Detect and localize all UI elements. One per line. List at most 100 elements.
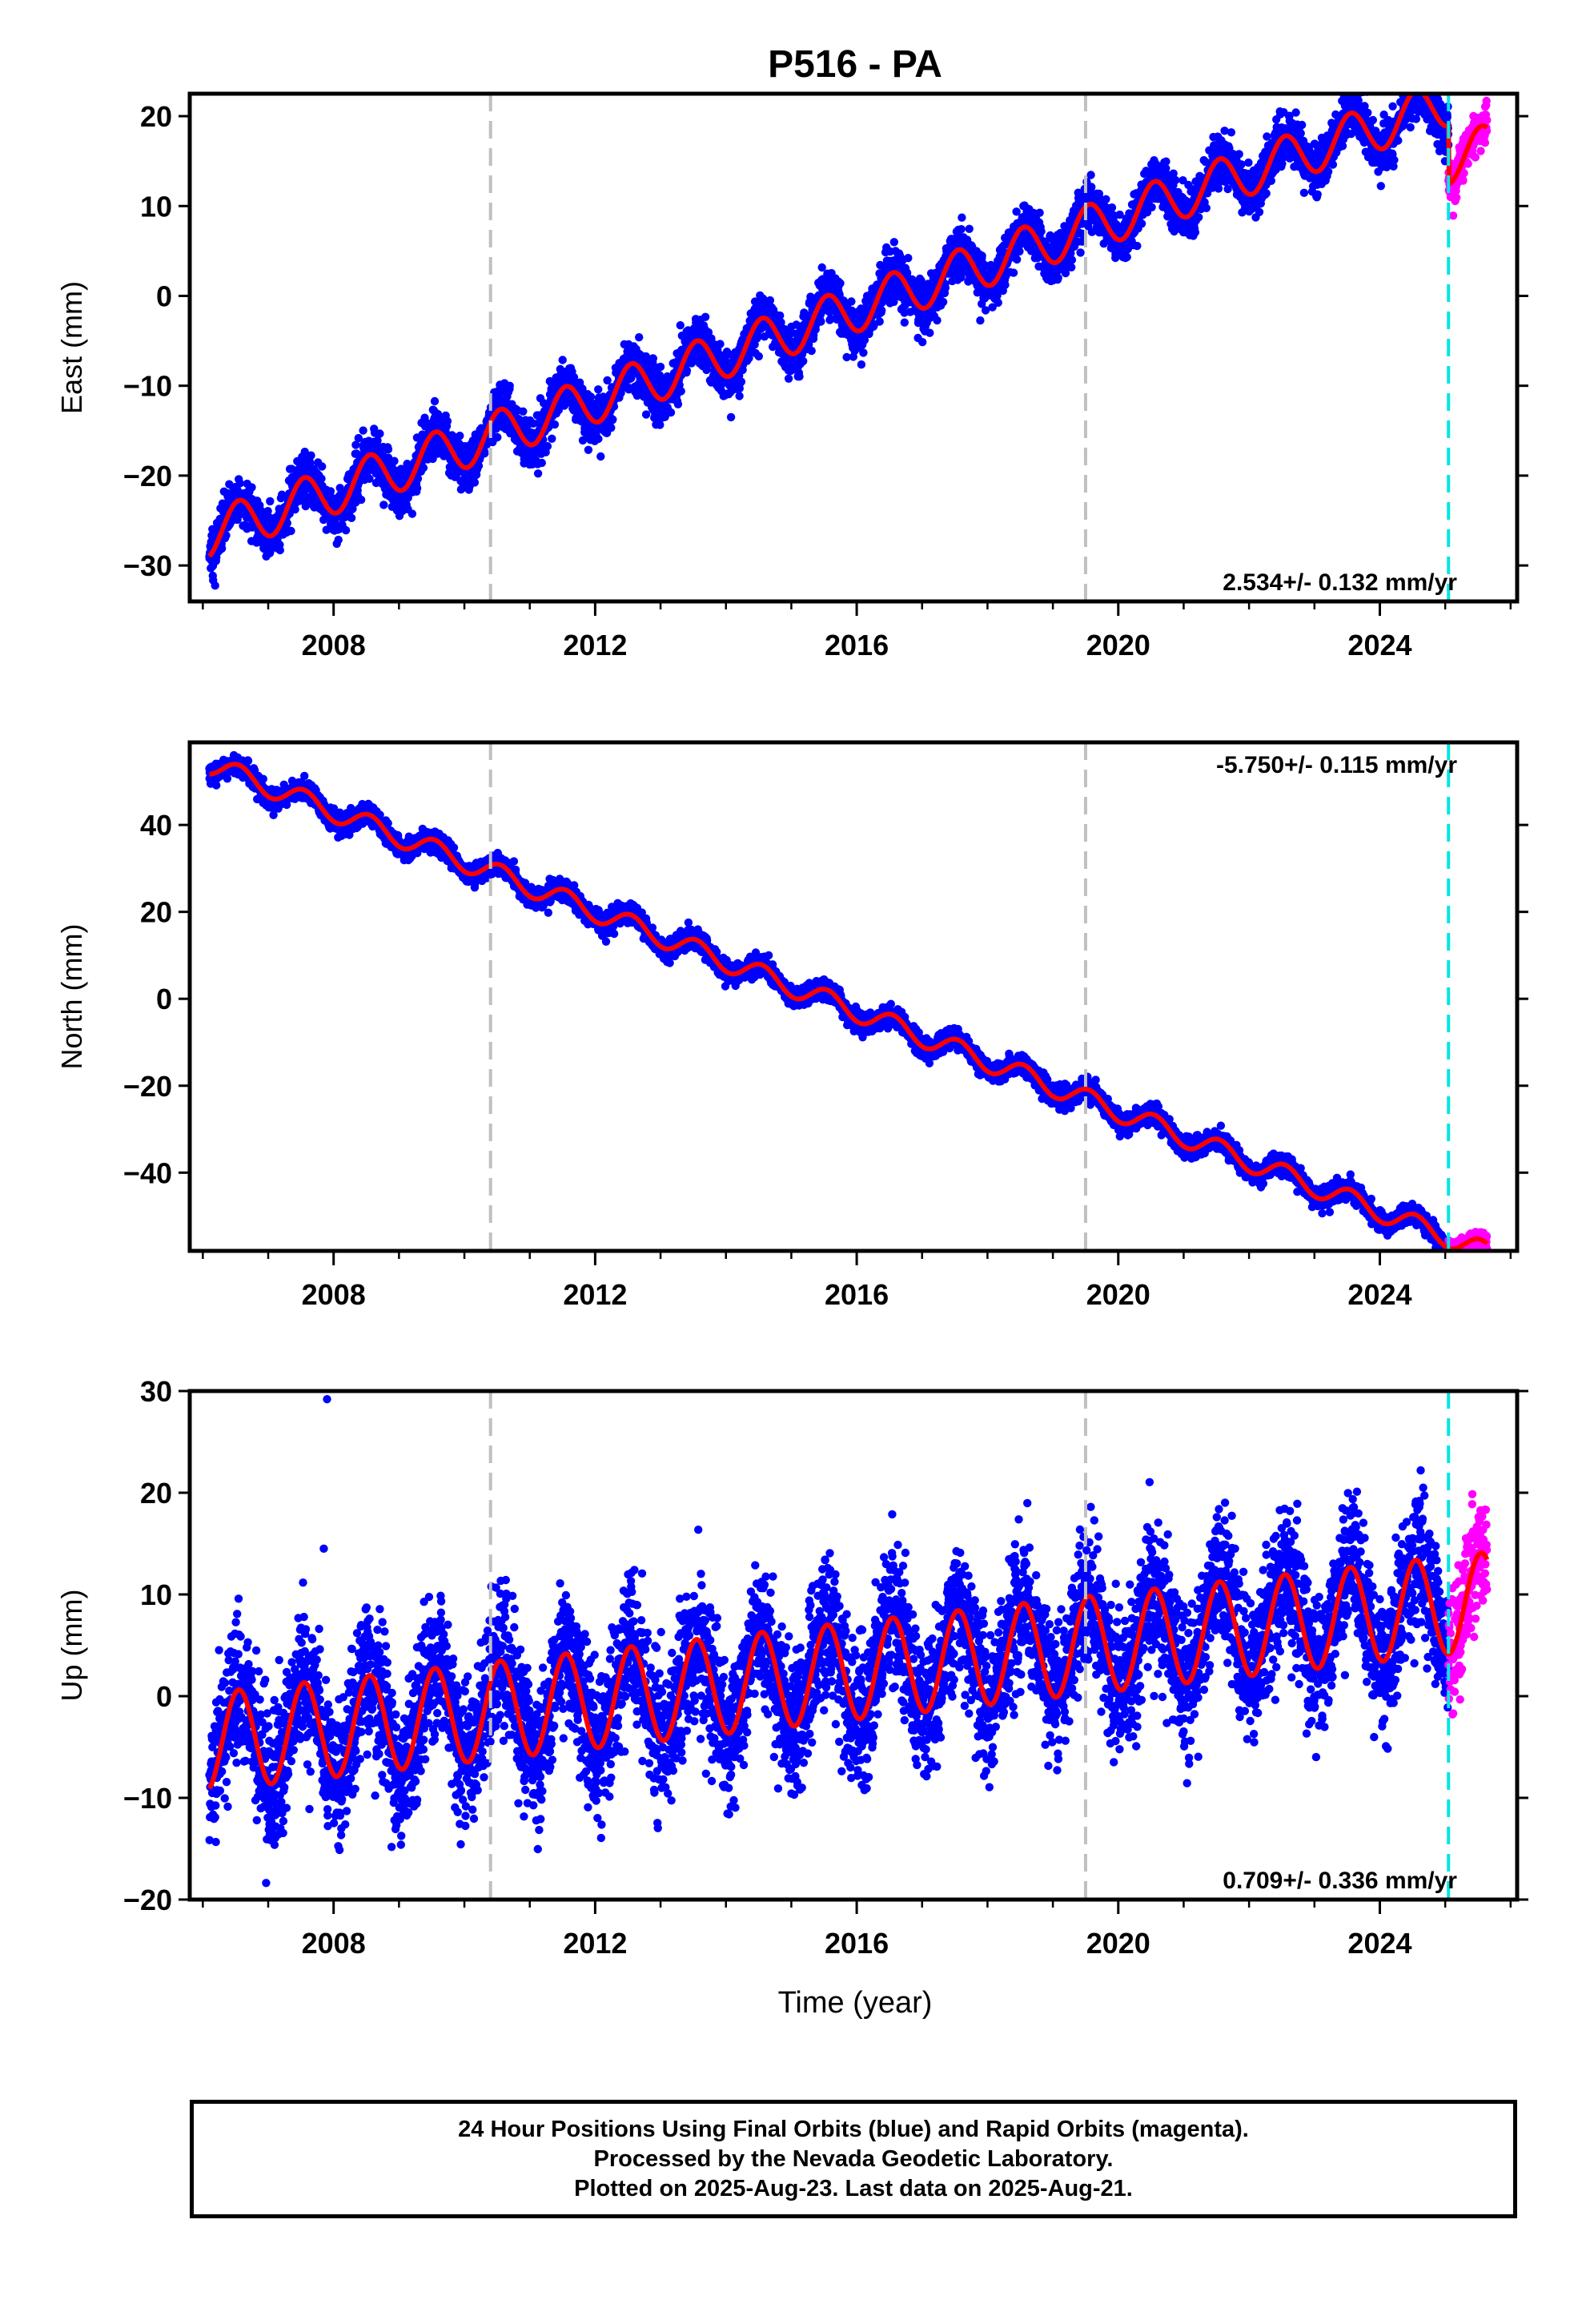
final-orbit-point (322, 525, 331, 534)
final-orbit-point (765, 296, 775, 305)
final-orbit-point (474, 461, 484, 470)
final-orbit-point (390, 456, 399, 465)
final-orbit-point (347, 513, 356, 522)
final-orbit-point (799, 356, 808, 366)
final-orbit-point (1001, 280, 1010, 289)
final-orbit-point (554, 405, 563, 415)
plot-area (205, 94, 1492, 590)
final-orbit-point (842, 352, 851, 362)
final-orbit-point (859, 348, 868, 357)
final-orbit-point (584, 445, 593, 454)
final-orbit-point (900, 318, 909, 327)
final-orbit-point (754, 332, 763, 341)
final-orbit-point (1133, 241, 1142, 251)
final-orbit-point (1102, 195, 1110, 203)
final-orbit-point (412, 484, 422, 493)
final-orbit-point (356, 495, 366, 505)
final-orbit-point (603, 376, 612, 385)
final-orbit-point (1054, 273, 1062, 283)
final-orbit-point (558, 356, 567, 364)
final-orbit-point (373, 436, 382, 445)
final-orbit-point (375, 429, 384, 438)
final-orbit-point (817, 263, 826, 272)
final-orbit-point (701, 312, 710, 321)
final-orbit-point (470, 478, 480, 487)
final-orbit-point (965, 224, 974, 233)
chart-title: P516 - PA (768, 43, 942, 86)
final-orbit-point (938, 297, 948, 307)
final-orbit-point (275, 545, 284, 555)
final-orbit-point (607, 424, 616, 432)
final-orbit-point (994, 298, 1002, 308)
final-orbit-point (586, 392, 596, 401)
final-orbit-point (926, 328, 934, 337)
final-orbit-point (594, 385, 603, 394)
final-orbit-point (317, 474, 326, 483)
final-orbit-point (735, 392, 744, 400)
final-orbit-point (291, 505, 299, 514)
final-orbit-point (543, 442, 552, 451)
final-orbit-point (666, 408, 676, 417)
final-orbit-point (784, 374, 793, 383)
final-orbit-point (737, 377, 746, 386)
final-orbit-point (480, 449, 489, 458)
final-orbit-point (334, 535, 343, 545)
final-orbit-point (857, 360, 866, 369)
final-orbit-point (235, 479, 244, 488)
final-orbit-point (306, 459, 315, 468)
final-orbit-point (641, 410, 651, 419)
final-orbit-point (1015, 247, 1024, 256)
final-orbit-point (596, 452, 605, 461)
final-orbit-point (875, 317, 884, 326)
final-orbit-point (569, 372, 579, 382)
final-orbit-point (550, 420, 560, 429)
final-orbit-point (283, 519, 291, 528)
final-orbit-point (287, 526, 295, 536)
final-orbit-point (641, 352, 651, 361)
final-orbit-point (266, 497, 275, 506)
final-orbit-point (1035, 208, 1044, 217)
final-orbit-point (365, 474, 374, 483)
final-orbit-point (726, 412, 736, 422)
final-orbit-point (716, 340, 725, 348)
final-orbit-point (383, 444, 393, 454)
final-orbit-point (1137, 219, 1146, 228)
final-orbit-point (702, 365, 711, 375)
final-orbit-point (648, 354, 657, 363)
final-orbit-point (537, 458, 546, 468)
final-orbit-point (847, 297, 856, 306)
final-orbit-point (318, 462, 327, 471)
final-orbit-point (1122, 252, 1131, 262)
final-orbit-point (745, 354, 753, 363)
final-orbit-point (776, 311, 785, 320)
final-orbit-point (673, 400, 683, 408)
final-orbit-point (548, 434, 556, 443)
final-orbit-point (443, 416, 452, 426)
final-orbit-point (933, 316, 942, 325)
final-orbit-point (957, 225, 966, 234)
final-orbit-point (301, 501, 310, 511)
final-orbit-point (836, 279, 845, 287)
final-orbit-point (608, 415, 617, 424)
final-orbit-point (676, 321, 685, 330)
final-orbit-point (1086, 171, 1095, 179)
final-orbit-point (456, 432, 464, 440)
final-orbit-point (430, 396, 440, 406)
final-orbit-point (1037, 227, 1046, 236)
final-orbit-point (1067, 263, 1076, 271)
final-orbit-point (594, 434, 603, 444)
final-orbit-point (341, 526, 351, 535)
final-orbit-point (817, 317, 825, 326)
final-orbit-point (958, 213, 966, 222)
final-orbit-point (805, 340, 813, 349)
final-orbit-point (519, 407, 528, 416)
final-orbit-point (1147, 203, 1156, 211)
final-orbit-point (211, 581, 219, 590)
final-orbit-point (754, 352, 763, 361)
final-orbit-point (978, 251, 986, 260)
final-orbit-point (941, 283, 950, 292)
final-orbit-point (307, 451, 315, 460)
final-orbit-point (359, 426, 367, 435)
final-orbit-point (1076, 248, 1085, 257)
